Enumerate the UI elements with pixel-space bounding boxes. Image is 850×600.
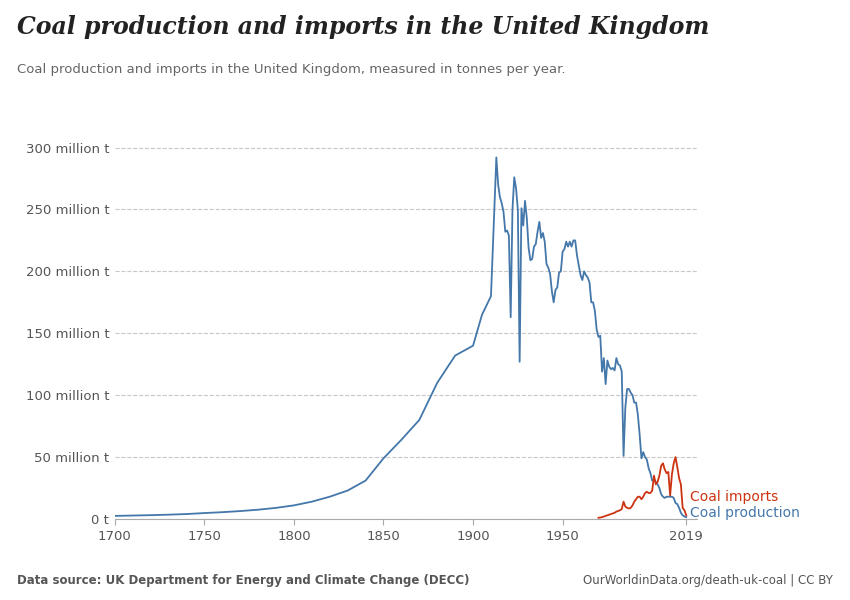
Text: Coal production and imports in the United Kingdom, measured in tonnes per year.: Coal production and imports in the Unite… — [17, 63, 565, 76]
Text: Coal imports: Coal imports — [690, 490, 778, 504]
Text: Coal production and imports in the United Kingdom: Coal production and imports in the Unite… — [17, 15, 710, 39]
Text: Our World: Our World — [727, 19, 790, 29]
Text: in Data: in Data — [736, 38, 780, 48]
Text: OurWorldinData.org/death-uk-coal | CC BY: OurWorldinData.org/death-uk-coal | CC BY — [583, 574, 833, 587]
Text: Data source: UK Department for Energy and Climate Change (DECC): Data source: UK Department for Energy an… — [17, 574, 469, 587]
Text: Coal production: Coal production — [690, 506, 800, 520]
